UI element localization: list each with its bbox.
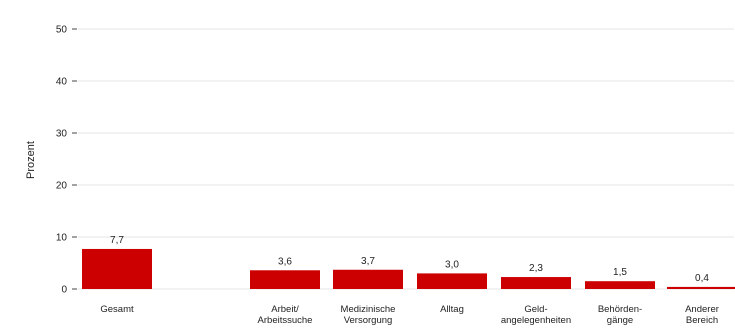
bar-layer — [82, 248, 735, 289]
y-tick-label-40: 40 — [56, 77, 68, 88]
category-label-line-1-0: Arbeit/ — [271, 304, 299, 315]
value-label-4: 2,3 — [529, 263, 543, 274]
bar-6 — [667, 286, 735, 289]
bar-5 — [585, 281, 655, 289]
category-label-line-2-1: Versorgung — [344, 315, 393, 326]
category-label-line-0-0: Gesamt — [100, 304, 134, 315]
y-tick-label-20: 20 — [56, 181, 68, 192]
category-label-line-6-0: Anderer — [685, 304, 719, 315]
category-label-line-1-1: Arbeitssuche — [258, 315, 313, 326]
y-axis-label: Prozent — [25, 141, 37, 179]
value-label-5: 1,5 — [613, 267, 627, 278]
category-label-line-5-1: gänge — [607, 315, 633, 326]
value-label-3: 3,0 — [445, 259, 459, 270]
category-label-line-3-0: Alltag — [440, 304, 464, 315]
category-label-line-2-0: Medizinische — [341, 304, 396, 315]
bar-3 — [417, 273, 487, 289]
value-label-6: 0,4 — [695, 273, 709, 284]
y-tick-label-50: 50 — [56, 25, 68, 36]
category-label-2: Medizinische Versorgung — [341, 304, 396, 326]
category-label-line-4-1: angelegenheiten — [501, 315, 571, 326]
bar-4 — [501, 277, 571, 289]
y-tick-label-30: 30 — [56, 129, 68, 140]
category-label-4: Geld-angelegenheiten — [501, 304, 571, 326]
bar-0 — [82, 248, 152, 289]
value-label-2: 3,7 — [361, 256, 375, 267]
category-label-0: Gesamt — [100, 304, 134, 315]
category-label-line-5-0: Behörden- — [598, 304, 642, 315]
bar-2 — [333, 269, 403, 289]
category-label-3: Alltag — [440, 304, 464, 315]
category-label-5: Behörden-gänge — [598, 304, 642, 326]
y-tick-label-10: 10 — [56, 233, 68, 244]
grid-layer — [78, 28, 734, 290]
axis-layer: 0 10 20 30 40 50 Prozent — [25, 25, 77, 296]
category-label-6: Anderer Bereich — [685, 304, 719, 326]
bar-1 — [250, 270, 320, 289]
category-label-1: Arbeit/Arbeitssuche — [258, 304, 313, 326]
label-layer: 7,7 Gesamt 3,6 Arbeit/Arbeitssuche 3,7 Medizi… — [100, 235, 719, 326]
value-label-1: 3,6 — [278, 256, 292, 267]
category-label-line-6-1: Bereich — [686, 315, 718, 326]
value-label-0: 7,7 — [110, 235, 124, 246]
category-label-line-4-0: Geld- — [524, 304, 547, 315]
y-tick-label-0: 0 — [61, 285, 67, 296]
